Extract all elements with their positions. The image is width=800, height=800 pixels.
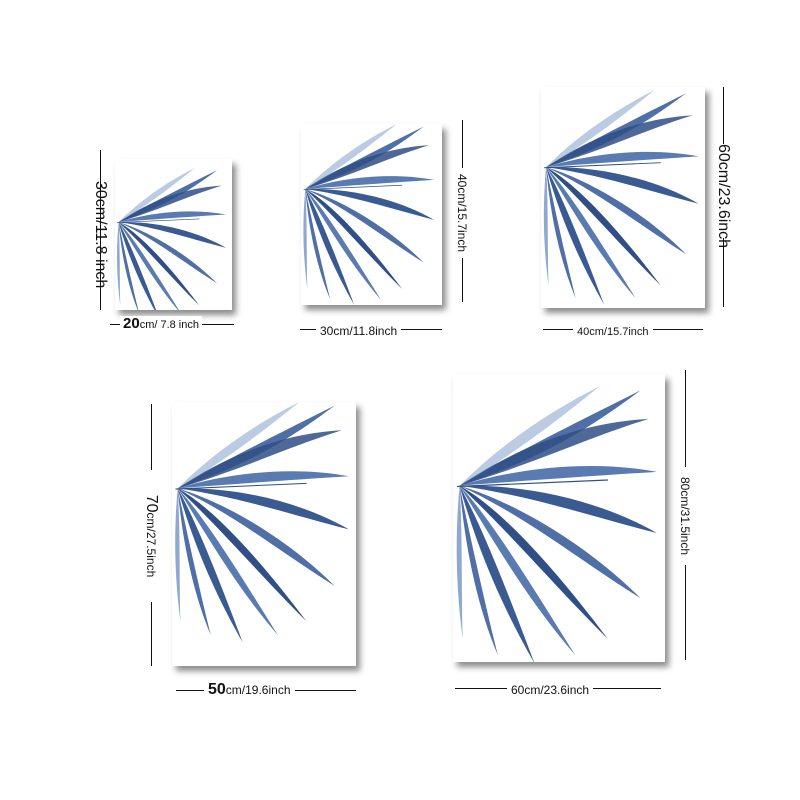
width-label: 20cm/ 7.8 inch <box>120 316 202 332</box>
height-dimension-line <box>100 150 101 310</box>
palm-leaf-artwork <box>303 124 435 305</box>
palm-leaf-artwork <box>116 167 227 310</box>
poster-30x40 <box>301 124 442 305</box>
poster-50x70 <box>172 402 356 666</box>
height-label: 30cm/11.8 inch <box>92 181 109 289</box>
width-label: 50cm/19.6inch <box>204 682 295 698</box>
palm-leaf-artwork <box>456 385 658 662</box>
poster-60x80 <box>453 374 665 662</box>
width-label: 60cm/23.6inch <box>507 682 594 698</box>
height-label: 60cm/23.6inch <box>715 144 732 249</box>
palm-leaf-artwork <box>174 402 350 644</box>
height-label: 80cm/31.5inch <box>677 467 693 565</box>
poster-20x30 <box>115 159 232 310</box>
width-label: 30cm/11.8inch <box>316 323 402 339</box>
height-label: 70cm/27.5inch <box>143 470 160 602</box>
palm-leaf-artwork <box>543 89 700 306</box>
height-label: 40cm/15.7inch <box>454 168 470 258</box>
width-label: 40cm/15.7inch <box>573 323 653 339</box>
poster-40x60 <box>541 87 705 308</box>
